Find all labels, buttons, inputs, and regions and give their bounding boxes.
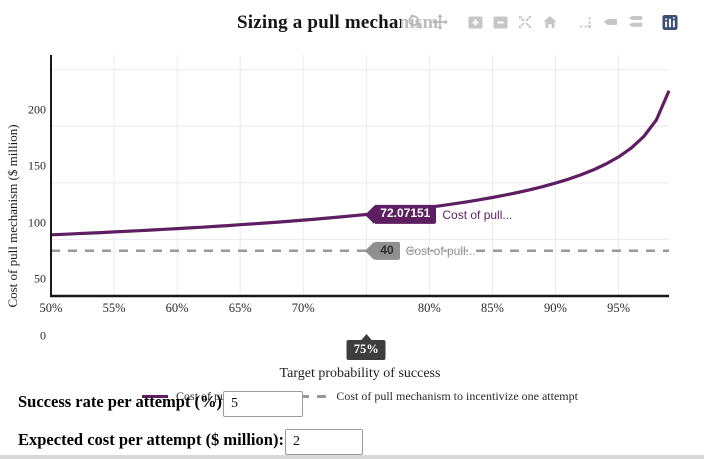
x-tick-label: 90% <box>544 301 567 315</box>
y-tick-label: 100 <box>28 215 46 230</box>
dashed-line-swatch-icon <box>300 395 329 398</box>
x-tick-label: 85% <box>480 301 504 315</box>
hover-compare-icon[interactable] <box>627 14 643 30</box>
modebar-hover-group <box>577 14 643 30</box>
hover-label-cost-of-pull-mechanism: 72.07151 Cost of pull... <box>365 205 513 224</box>
hover-arrow <box>365 241 375 260</box>
hover-label-one-attempt-line: 40 Cost of pull... <box>365 241 476 260</box>
chart-title: Sizing a pull mechanism <box>237 12 439 33</box>
y-tick-label: 50 <box>34 271 46 286</box>
solid-line-swatch-icon <box>142 395 169 398</box>
x-tick-label: 95% <box>607 301 631 315</box>
reset-axes-home-icon[interactable] <box>542 14 558 30</box>
y-tick-label: 200 <box>28 102 46 117</box>
x-tick-label: 60% <box>165 301 189 315</box>
hover-value: 40 <box>374 241 400 260</box>
selected-x-tick-badge[interactable]: 75% <box>346 334 386 360</box>
x-axis-title: Target probability of success <box>279 366 441 381</box>
plotly-logo-icon[interactable] <box>662 14 678 30</box>
hover-closest-icon[interactable] <box>602 14 618 30</box>
success-rate-input[interactable] <box>223 391 303 417</box>
zoom-in-icon[interactable] <box>467 14 483 30</box>
plot-area[interactable]: Cost of pull mechanism ($ million) 0 50 10… <box>0 40 704 403</box>
chart-canvas <box>50 55 671 298</box>
zoom-icon[interactable] <box>407 14 423 30</box>
x-tick-label: 70% <box>291 301 315 315</box>
x-tick-label: 50% <box>39 301 63 315</box>
hover-value: 72.07151 <box>374 205 437 224</box>
y-tick-label: 150 <box>28 158 46 173</box>
toggle-spikelines-icon[interactable] <box>577 14 593 30</box>
legend-item-incentivize-one-attempt[interactable]: Cost of pull mechanism to incentivize on… <box>300 389 578 404</box>
expected-cost-input[interactable] <box>285 429 363 455</box>
y-tick-label: 0 <box>40 328 46 343</box>
modebar-zoom-group <box>467 14 558 30</box>
plotly-modebar <box>401 11 680 33</box>
hover-series-text: Cost of pull... <box>405 243 476 258</box>
zoom-out-icon[interactable] <box>492 14 508 30</box>
x-tick-label: 65% <box>228 301 252 315</box>
bottom-scrollbar-track[interactable] <box>0 455 704 459</box>
success-rate-label: Success rate per attempt (%): <box>18 392 228 411</box>
x-tick-label: 55% <box>102 301 126 315</box>
autoscale-icon[interactable] <box>517 14 533 30</box>
pan-icon[interactable] <box>432 14 448 30</box>
legend-label: Cost of pull mechanism to incentivize on… <box>336 389 578 403</box>
expected-cost-label: Expected cost per attempt ($ million): <box>18 430 284 449</box>
x-tick-label: 80% <box>417 301 441 315</box>
hover-arrow <box>365 205 375 224</box>
modebar-logo-group <box>662 14 678 30</box>
hover-series-text: Cost of pull... <box>442 207 513 222</box>
